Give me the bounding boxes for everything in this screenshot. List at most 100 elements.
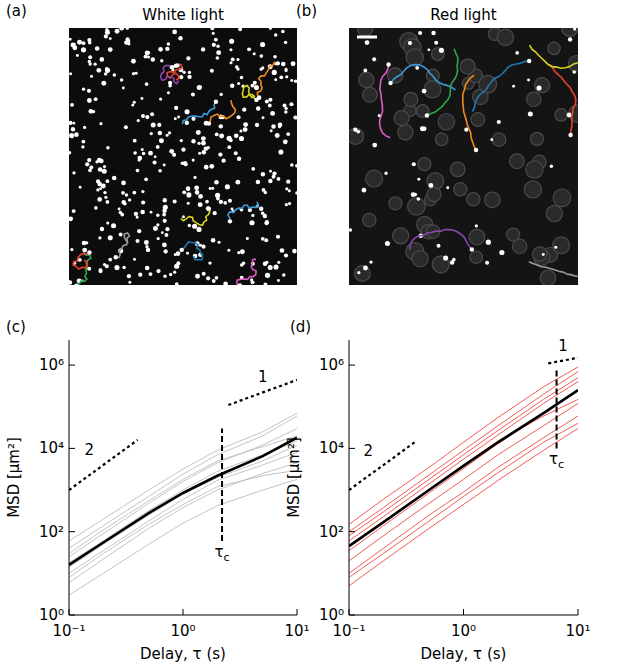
x-tick <box>578 609 579 615</box>
particle <box>372 143 377 148</box>
slope-label: 2 <box>363 442 373 460</box>
particle <box>202 272 206 276</box>
cell <box>509 154 524 169</box>
particle <box>209 164 214 169</box>
particle <box>497 120 501 124</box>
particle <box>114 255 118 259</box>
particle <box>79 186 82 189</box>
particle <box>104 196 107 199</box>
particle <box>74 132 79 137</box>
particle <box>153 226 158 231</box>
cell <box>533 247 547 261</box>
cell <box>398 125 413 140</box>
particle <box>239 28 242 31</box>
x-tick <box>297 609 298 615</box>
mean-msd-line <box>349 390 578 546</box>
particle <box>122 87 125 90</box>
particle <box>528 111 533 116</box>
particle <box>272 171 276 175</box>
slope-guide <box>69 440 138 490</box>
particle <box>474 148 478 152</box>
particle <box>223 201 227 205</box>
panel-letter: (c) <box>6 318 26 336</box>
trajectory <box>116 233 130 258</box>
particle <box>145 266 150 271</box>
particle <box>69 38 72 41</box>
particle <box>249 220 254 225</box>
particle <box>236 115 240 119</box>
particle <box>268 179 272 183</box>
particle <box>103 191 106 194</box>
particle <box>290 103 293 106</box>
particle <box>349 228 352 231</box>
particle <box>527 78 530 81</box>
particle <box>102 169 107 174</box>
particle <box>277 177 281 181</box>
particle <box>121 200 125 204</box>
particle <box>486 240 491 245</box>
cell <box>418 158 431 171</box>
particle <box>246 237 249 240</box>
particle <box>372 57 376 61</box>
particle <box>273 55 277 59</box>
particle <box>261 237 265 241</box>
particle <box>420 126 425 131</box>
particle <box>173 199 177 203</box>
cell <box>438 113 454 129</box>
particle <box>206 276 210 280</box>
particle <box>195 274 200 279</box>
scale-bar <box>357 36 377 39</box>
particle <box>157 123 161 127</box>
particle <box>209 187 212 190</box>
particle <box>422 89 427 94</box>
particle <box>247 47 251 51</box>
particle <box>175 63 179 67</box>
particle <box>154 155 157 158</box>
particle <box>136 216 139 219</box>
particle <box>156 269 160 273</box>
particle <box>126 28 129 30</box>
particle <box>70 248 73 251</box>
particle <box>172 30 177 35</box>
particle <box>105 67 109 71</box>
particle <box>150 132 153 135</box>
particle <box>82 41 86 45</box>
particle <box>443 256 448 261</box>
particle <box>72 122 75 125</box>
particle <box>135 239 139 243</box>
particle <box>218 152 222 156</box>
particle <box>295 164 297 167</box>
particle <box>512 85 515 88</box>
particle <box>228 199 232 203</box>
particle <box>193 176 196 179</box>
particle <box>87 158 91 162</box>
particle <box>284 41 287 44</box>
particle <box>499 250 504 255</box>
particle <box>174 253 177 256</box>
trajectory <box>257 62 278 96</box>
particle <box>278 149 283 154</box>
particle <box>140 97 143 100</box>
trajectory <box>209 100 236 123</box>
particle <box>196 227 201 232</box>
particle <box>206 206 210 210</box>
trajectory <box>549 64 576 135</box>
particle <box>515 51 519 55</box>
particle <box>210 69 214 73</box>
cell <box>535 78 550 93</box>
particle <box>158 169 162 173</box>
cell <box>432 48 445 61</box>
particle <box>567 113 572 118</box>
y-tick <box>349 615 355 616</box>
particle <box>150 211 153 214</box>
particle <box>126 37 130 41</box>
trajectory <box>410 230 472 250</box>
cell <box>416 105 429 118</box>
particle <box>201 47 205 51</box>
particle <box>163 164 166 167</box>
slope-label: 1 <box>258 368 268 386</box>
particle <box>188 224 191 227</box>
particle <box>294 79 297 82</box>
particle <box>182 215 185 218</box>
particle <box>71 127 75 131</box>
